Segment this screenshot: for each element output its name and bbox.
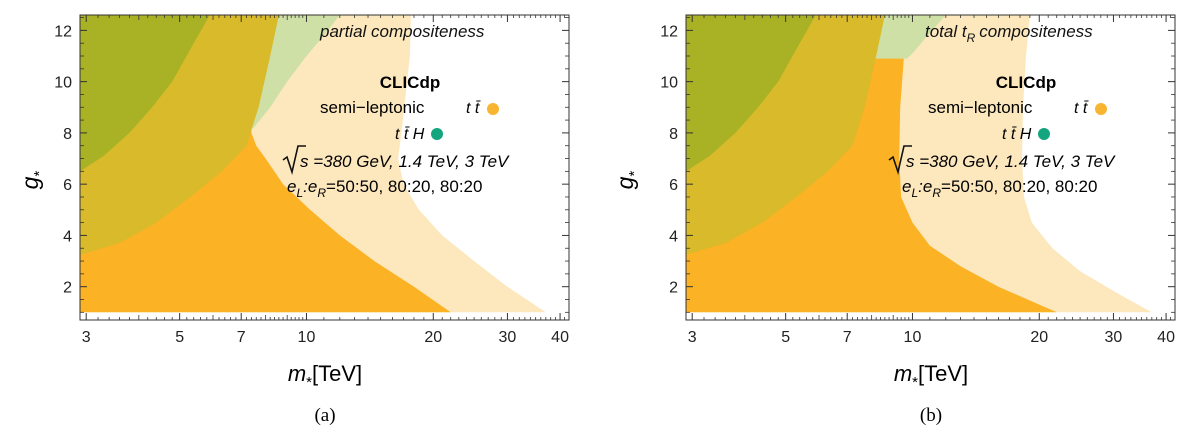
- y-tick-label: 8: [63, 126, 72, 143]
- y-tick-label: 6: [63, 177, 72, 194]
- y-tick-label: 10: [660, 75, 678, 92]
- legend-polarisation: eL:eR=50:50, 80:20, 80:20: [902, 177, 1097, 200]
- sqrt-sign: [282, 145, 306, 175]
- region-tth-olive-dark: [80, 15, 210, 172]
- sqrt-sign: [888, 145, 912, 175]
- x-tick-label: 20: [1030, 329, 1048, 346]
- y-tick-label: 8: [669, 126, 678, 143]
- xlabel: m*[TeV]: [894, 361, 968, 391]
- y-tick-label: 4: [669, 228, 678, 245]
- x-tick-label: 40: [551, 329, 569, 346]
- legend-tth-label: t t̄ H: [1002, 126, 1032, 143]
- y-tick-label: 4: [63, 228, 72, 245]
- x-tick-label: 5: [175, 329, 184, 346]
- x-tick-label: 3: [688, 329, 697, 346]
- legend-energy: s =380 GeV, 1.4 TeV, 3 TeV: [906, 152, 1116, 171]
- x-tick-label: 20: [424, 329, 442, 346]
- legend-channel: semi−leptonic: [320, 98, 425, 117]
- panel-a: 3 5 7 10 20 30 40 2 4 6 8 10 12 g* m*[TeV] partial c…: [17, 14, 570, 426]
- y-tick-label: 2: [63, 280, 72, 297]
- axis-ticks: 3 5 7 10 20 30 40 2 4 6 8 10 12: [54, 15, 569, 346]
- plot-frame: [79, 14, 570, 321]
- exclusion-regions: [80, 15, 546, 313]
- plot-frame: [685, 14, 1176, 321]
- legend-ttbar-label: t t̄: [466, 100, 481, 117]
- legend-title: CLICdp: [996, 73, 1056, 92]
- legend-channel: semi−leptonic: [928, 98, 1033, 117]
- legend-tth-dot: [431, 128, 443, 140]
- x-tick-label: 40: [1157, 329, 1175, 346]
- legend-polarisation: eL:eR=50:50, 80:20, 80:20: [287, 177, 482, 200]
- x-tick-label: 30: [1105, 329, 1123, 346]
- legend: CLICdp semi−leptonic t t̄ t t̄ H s =380 …: [888, 73, 1116, 200]
- y-tick-label: 2: [669, 280, 678, 297]
- legend-ttbar-label: t t̄: [1074, 100, 1089, 117]
- axis-ticks: 3 5 7 10 20 30 40 2 4 6 8 10 12: [660, 15, 1175, 346]
- y-tick-label: 12: [54, 23, 72, 40]
- x-tick-label: 10: [298, 329, 316, 346]
- y-tick-label: 12: [660, 23, 678, 40]
- y-tick-label: 6: [669, 177, 678, 194]
- panel-caption: (a): [314, 405, 335, 426]
- y-tick-label: 10: [54, 75, 72, 92]
- x-tick-label: 3: [82, 329, 91, 346]
- panel-b: 3 5 7 10 20 30 40 2 4 6 8 10 12 g* m*[TeV] total tR c…: [612, 14, 1176, 426]
- x-tick-label: 10: [904, 329, 922, 346]
- legend-energy: s =380 GeV, 1.4 TeV, 3 TeV: [300, 152, 510, 171]
- region-tth-olive-dark: [686, 15, 816, 172]
- panel-caption: (b): [920, 405, 942, 426]
- panel-annotation: partial compositeness: [319, 22, 485, 41]
- legend-tth-label: t t̄ H: [395, 126, 425, 143]
- legend: CLICdp semi−leptonic t t̄ t t̄ H s =380 …: [282, 73, 510, 200]
- ylabel: g*: [612, 171, 643, 190]
- panel-annotation: total tR compositeness: [925, 22, 1093, 45]
- legend-ttbar-dot: [487, 103, 499, 115]
- legend-title: CLICdp: [380, 73, 440, 92]
- ylabel: g*: [17, 171, 48, 190]
- legend-ttbar-dot: [1095, 103, 1107, 115]
- x-tick-label: 7: [843, 329, 852, 346]
- x-tick-label: 5: [781, 329, 790, 346]
- x-tick-label: 30: [499, 329, 517, 346]
- legend-tth-dot: [1038, 128, 1050, 140]
- exclusion-regions: [686, 15, 1152, 313]
- xlabel: m*[TeV]: [288, 361, 362, 391]
- x-tick-label: 7: [237, 329, 246, 346]
